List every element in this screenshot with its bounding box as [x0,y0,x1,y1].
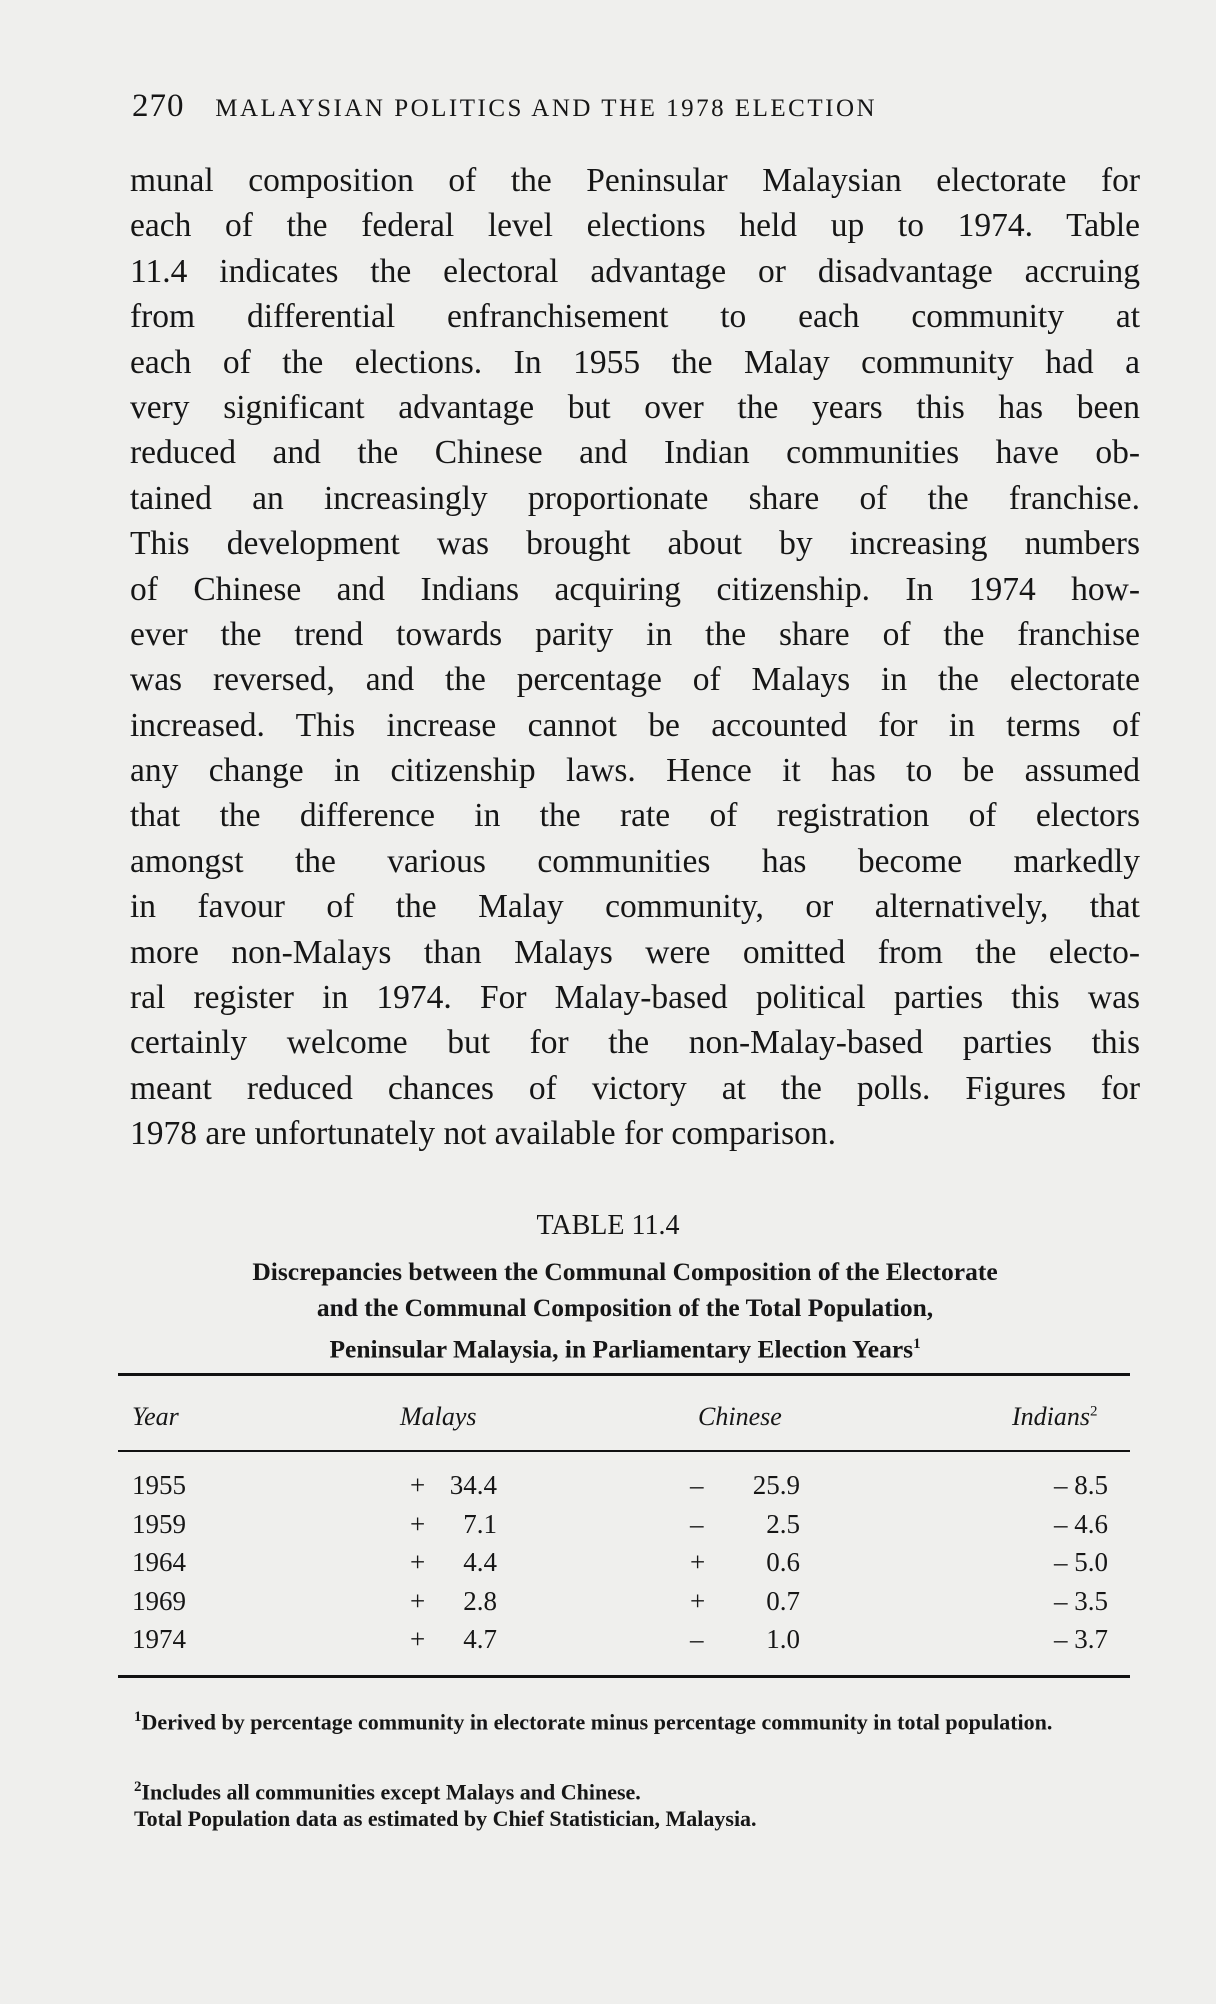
body-line: was reversed, and the percentage of Mala… [130,661,1140,699]
body-line: each of the federal level elections held… [130,207,1140,245]
footnote-mark: 1 [134,1709,142,1725]
chinese-sign: + [690,1547,706,1577]
caption-line: and the Communal Composition of the Tota… [316,1293,934,1322]
caption-line: Discrepancies between the Communal Compo… [252,1257,998,1286]
indians-value: – 4.6 [1054,1508,1108,1539]
footnote-ref: 2 [1090,1403,1098,1420]
chinese-value: 2.5 [766,1508,800,1539]
indians-value: – 3.7 [1054,1624,1108,1654]
running-title: MALAYSIAN POLITICS AND THE 1978 ELECTION [215,95,878,122]
footnote-text: Total Population data as estimated by Ch… [134,1806,757,1831]
table-caption: Discrepancies between the Communal Compo… [100,1254,1150,1368]
body-line: tained an increasingly proportionate sha… [130,479,1140,517]
table-row: 1969 +2.8 +0.7 – 3.5 [0,1586,1216,1624]
body-line: increased. This increase cannot be accou… [130,706,1140,744]
malays-value: 34.4 [449,1470,497,1500]
row-year: 1974 [132,1624,186,1654]
footnote-ref: 1 [913,1336,921,1352]
table-title: TABLE 11.4 [536,1210,680,1241]
chinese-value: 1.0 [766,1624,800,1654]
table-row: 1959 +7.1 – 2.5 – 4.6 [0,1509,1216,1547]
col-header-malays: Malays [400,1402,477,1431]
indians-value: – 5.0 [1054,1547,1108,1577]
body-line: ever the trend towards parity in the sha… [130,615,1140,653]
row-year: 1955 [132,1470,186,1500]
col-header-text: Indians [1012,1402,1090,1431]
body-line: amongst the various communities has beco… [130,842,1140,880]
body-line: munal composition of the Peninsular Mala… [130,162,1140,199]
footnote-mark: 2 [134,1779,142,1795]
table-row: 1964 +4.4 +0.6 – 5.0 [0,1547,1216,1585]
malays-sign: + [410,1470,426,1500]
malays-value: 2.8 [463,1585,497,1616]
footnote-3: Total Population data as estimated by Ch… [134,1804,1134,1834]
table-row: 1974 +4.7 – 1.0 – 3.7 [0,1624,1216,1662]
body-line: 11.4 indicates the electoral advantage o… [130,252,1140,290]
body-line: reduced and the Chinese and Indian commu… [130,434,1140,472]
body-line: very significant advantage but over the … [130,388,1140,426]
running-header: 270 MALAYSIAN POLITICS AND THE 1978 ELEC… [132,88,877,125]
body-line: any change in citizenship laws. Hence it… [130,752,1140,790]
body-line: from differential enfranchisement to eac… [130,298,1140,336]
chinese-sign: + [690,1585,706,1616]
row-year: 1959 [132,1508,186,1539]
malays-value: 4.7 [463,1624,497,1654]
body-line: more non-Malays than Malays were omitted… [130,933,1140,971]
body-line: of Chinese and Indians acquiring citizen… [130,570,1140,608]
malays-sign: + [410,1585,426,1616]
col-header-chinese: Chinese [698,1402,782,1431]
body-line: meant reduced chances of victory at the … [130,1069,1140,1107]
chinese-sign: – [690,1508,704,1539]
malays-sign: + [410,1508,426,1539]
col-header-year: Year [132,1402,179,1431]
row-year: 1969 [132,1585,186,1616]
col-header-indians: Indians2 [1012,1402,1098,1432]
footnote-text: Derived by percentage community in elect… [141,1709,1053,1735]
chinese-sign: – [690,1624,704,1654]
malays-value: 4.4 [463,1547,497,1577]
indians-value: – 8.5 [1054,1470,1108,1500]
body-line: in favour of the Malay community, or alt… [130,888,1140,926]
chinese-value: 25.9 [752,1470,800,1500]
row-year: 1964 [132,1547,186,1577]
body-line: This development was brought about by in… [130,525,1140,563]
chinese-value: 0.6 [766,1547,800,1577]
table-top-rule [118,1373,1130,1376]
body-text: munal composition of the Peninsular Mala… [130,158,1140,1157]
table-header-rule [118,1450,1130,1452]
chinese-sign: – [690,1470,704,1500]
footnote-2: 2Includes all communities except Malays … [134,1772,1134,1807]
caption-text: Peninsular Malaysia, in Parliamentary El… [329,1334,914,1364]
table-bottom-rule [118,1675,1130,1678]
body-line: that the difference in the rate of regis… [130,797,1140,835]
chinese-value: 0.7 [766,1585,800,1616]
caption-line: Peninsular Malaysia, in Parliamentary El… [100,1326,1150,1368]
body-line: 1978 are unfortunately not available for… [130,1115,837,1153]
footnote-text: Includes all communities except Malays a… [141,1779,641,1805]
body-line: ral register in 1974. For Malay-based po… [130,979,1140,1017]
malays-sign: + [410,1624,426,1654]
body-line: each of the elections. In 1955 the Malay… [130,343,1140,381]
indians-value: – 3.5 [1054,1585,1108,1616]
body-line: certainly welcome but for the non-Malay-… [130,1024,1140,1062]
page-number: 270 [132,88,185,124]
footnote-1: 1Derived by percentage community in elec… [134,1702,1134,1737]
malays-sign: + [410,1547,426,1577]
table-row: 1955 +34.4 – 25.9 – 8.5 [0,1470,1216,1508]
malays-value: 7.1 [463,1508,497,1539]
